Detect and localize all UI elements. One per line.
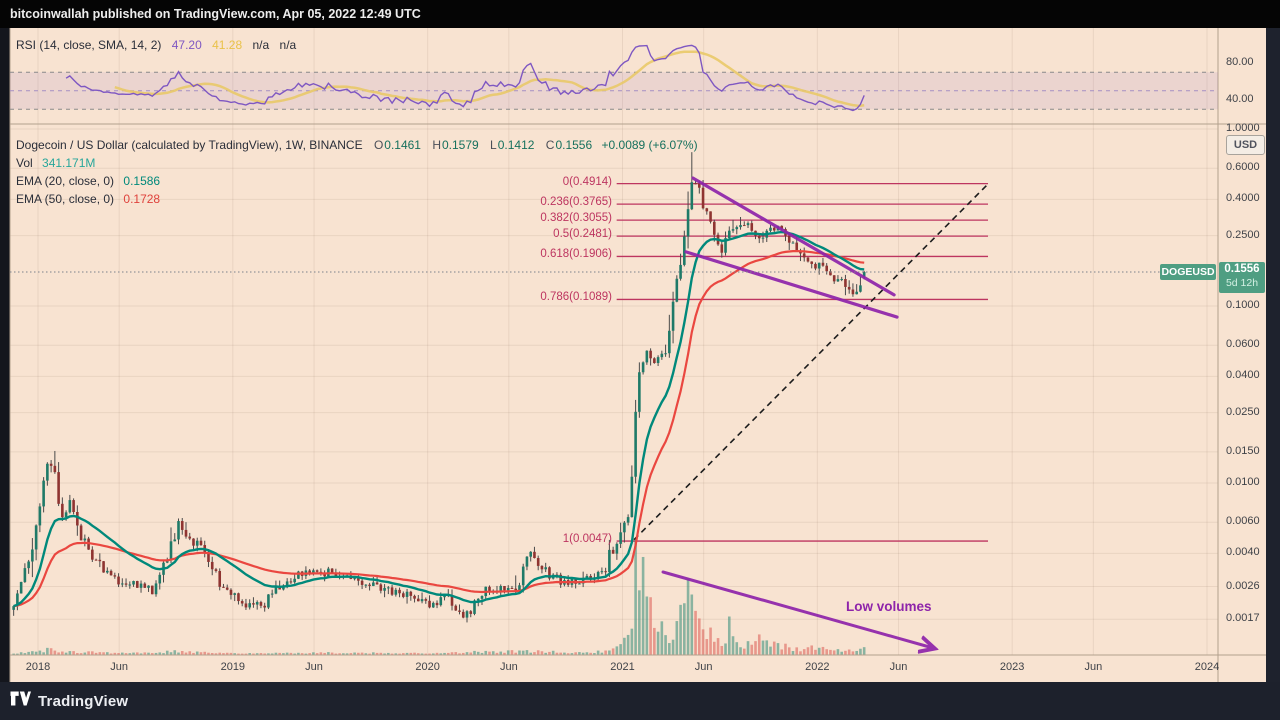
low-label: L [490, 138, 497, 152]
footer-bar: TradingView [0, 682, 1280, 720]
low-volumes-annotation: Low volumes [846, 599, 932, 614]
high-label: H [432, 138, 441, 152]
high-value: 0.1579 [442, 138, 479, 152]
symbol-title: Dogecoin / US Dollar (calculated by Trad… [16, 138, 363, 152]
symbol-price-flag: DOGEUSD [1160, 264, 1216, 280]
volume-value: 341.171M [42, 156, 96, 170]
open-label: O [373, 138, 384, 152]
low-value: 0.1412 [497, 138, 535, 152]
time-axis[interactable] [10, 655, 1218, 682]
bar-countdown: 5d 12h [1225, 277, 1259, 289]
attribution-text: bitcoinwallah published on TradingView.c… [10, 7, 421, 21]
ema50-legend-row[interactable]: EMA (50, close, 0) 0.1728 [16, 192, 698, 210]
last-price-value: 0.1556 [1224, 263, 1260, 275]
rsi-sma-value: 41.28 [212, 38, 243, 52]
main-chart-legend: Dogecoin / US Dollar (calculated by Trad… [16, 138, 698, 210]
close-value: 0.1556 [555, 138, 593, 152]
attribution-bar: bitcoinwallah published on TradingView.c… [0, 0, 1280, 28]
rsi-indicator-legend[interactable]: RSI (14, close, SMA, 14, 2) 47.20 41.28 … [16, 38, 296, 52]
rsi-na-2: n/a [279, 38, 297, 52]
rsi-na-1: n/a [252, 38, 270, 52]
change-value: +0.0089 (+6.07%) [601, 138, 698, 152]
open-value: 0.1461 [384, 138, 421, 152]
ema20-value: 0.1586 [123, 174, 161, 188]
rsi-legend-title: RSI (14, close, SMA, 14, 2) [16, 38, 162, 52]
left-margin [0, 28, 10, 682]
rsi-value: 47.20 [171, 38, 202, 52]
ema20-legend-row[interactable]: EMA (20, close, 0) 0.1586 [16, 174, 698, 192]
ema50-label: EMA (50, close, 0) [16, 192, 115, 206]
ema20-label: EMA (20, close, 0) [16, 174, 115, 188]
symbol-legend-row[interactable]: Dogecoin / US Dollar (calculated by Trad… [16, 138, 698, 156]
currency-toggle-button[interactable]: USD [1226, 135, 1265, 155]
tradingview-brand[interactable]: TradingView [38, 692, 129, 710]
volume-legend-row[interactable]: Vol 341.171M [16, 156, 698, 174]
price-axis[interactable] [1218, 28, 1266, 682]
close-label: C [545, 138, 555, 152]
right-margin [1266, 28, 1280, 682]
volume-label: Vol [16, 156, 33, 170]
tradingview-logo-icon[interactable] [10, 691, 31, 711]
ema50-value: 0.1728 [123, 192, 161, 206]
last-price-badge: 0.1556 5d 12h [1219, 262, 1265, 293]
